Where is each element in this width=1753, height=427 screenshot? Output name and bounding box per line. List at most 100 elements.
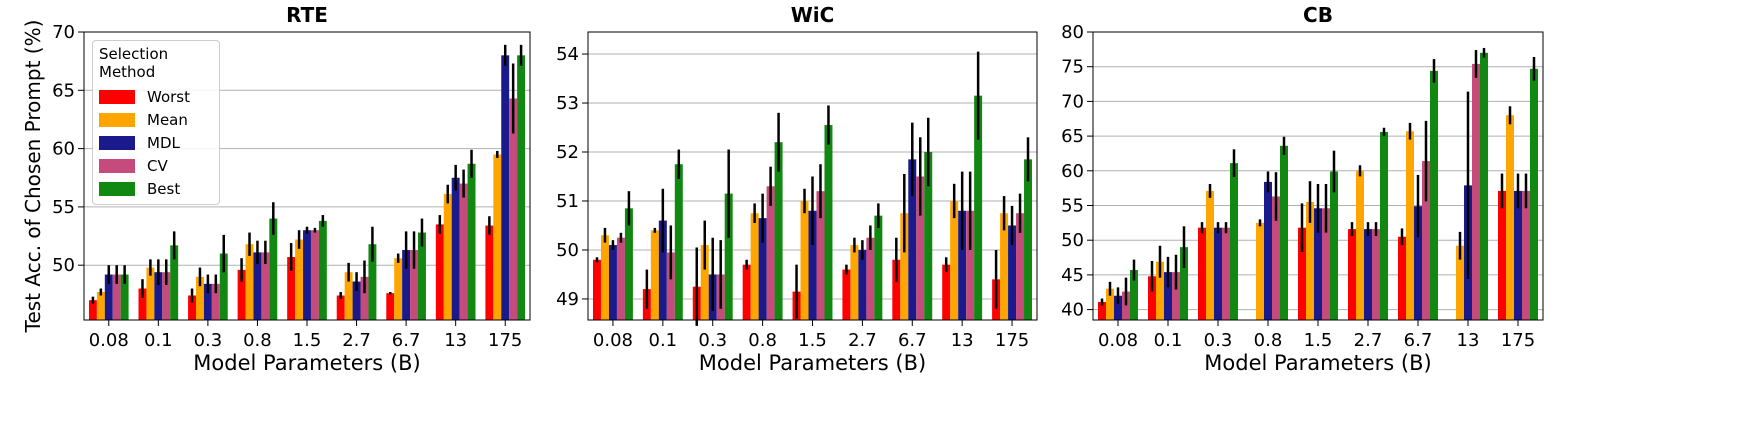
x-tick-label: 0.08 [1098,330,1138,351]
y-tick-label: 52 [556,142,579,163]
y-tick-label: 50 [52,255,75,276]
bar [336,295,345,320]
bar [1198,227,1206,320]
bar [394,258,403,320]
bar [138,288,147,320]
bar [1008,225,1017,320]
bar [742,264,751,320]
bar [509,98,518,320]
legend-item: MDL [99,131,213,154]
bar [1000,213,1009,320]
bar [493,154,502,320]
bar [1522,190,1530,320]
x-tick-label: 0.8 [1254,330,1283,351]
bar [195,276,204,320]
bar [1348,229,1356,320]
legend-title: Selection Method [99,45,169,81]
bar [188,295,196,320]
bar [402,250,411,320]
y-tick-label: 50 [556,240,579,261]
bar [170,245,179,320]
bar [1322,208,1330,320]
x-tick-label: 6.7 [1404,330,1433,351]
bar [154,272,163,320]
y-tick-label: 55 [1061,195,1084,216]
bar [966,210,975,320]
bar [1398,236,1406,320]
plot-frame [1092,31,1544,321]
bar [211,283,220,320]
bar [344,272,353,320]
y-tick-label: 49 [556,289,579,310]
x-tick-label: 1.5 [293,330,322,351]
bar [758,218,767,320]
bar [310,230,319,320]
bar [1180,247,1188,320]
bar [253,252,262,320]
bar [624,208,633,320]
x-axis-label: Model Parameters (B) [193,351,420,375]
bar [700,245,709,320]
x-tick-label: 0.1 [144,330,173,351]
x-tick-label: 175 [995,330,1029,351]
panel: 40 45 50 55 60 65 70 75 80 0.08 0.1 0.3 0.8 1.5 2.7 6.7… [1061,3,1544,375]
bar [874,215,883,320]
y-tick-label: 45 [1061,265,1084,286]
bar [850,245,859,320]
plot-frame [587,31,1038,321]
bar [1156,261,1164,320]
y-tick-label: 75 [1061,57,1084,78]
bar [451,177,460,320]
bar [616,237,625,320]
x-tick-label: 2.7 [342,330,371,351]
bar [650,230,659,320]
bar [766,186,775,320]
x-tick-label: 0.3 [698,330,727,351]
bar [1106,288,1114,320]
bar [1264,181,1272,320]
bar [1380,131,1388,320]
bar [1272,196,1280,320]
x-axis-label: Model Parameters (B) [1204,351,1431,375]
bar [1114,295,1122,320]
bar [261,252,270,320]
bar [1480,52,1488,321]
bar [237,269,246,320]
bar [1530,68,1538,320]
x-tick-label: 1.5 [1304,330,1333,351]
chart-title: WiC [791,3,835,27]
y-tick-label: 50 [1061,230,1084,251]
bar [724,193,733,320]
bar [808,210,817,320]
bar [1472,63,1480,321]
y-tick-label: 53 [556,93,579,114]
y-tick-label: 60 [1061,161,1084,182]
bar [592,259,601,320]
bar [1406,131,1414,320]
y-tick-label: 55 [52,197,75,218]
bar [774,142,783,320]
x-tick-label: 6.7 [392,330,421,351]
bar [203,283,212,320]
legend-item: Worst [99,85,213,108]
legend: Selection Method Worst Mean MDL CV Best [92,40,220,205]
bar [750,213,759,320]
y-tick-label: 65 [1061,126,1084,147]
bar [1148,276,1156,320]
bar [219,253,228,320]
bar [1364,229,1372,320]
x-tick-label: 0.3 [194,330,223,351]
x-tick-label: 0.08 [593,330,633,351]
y-tick-label: 70 [52,22,75,43]
bar [295,239,304,320]
x-tick-label: 0.8 [748,330,777,351]
legend-label: Best [147,179,181,198]
legend-swatch [99,89,135,104]
bar [1222,227,1230,320]
legend-swatch [99,112,135,127]
bar [816,191,825,320]
bar [950,200,959,320]
chart-title: RTE [286,3,328,27]
